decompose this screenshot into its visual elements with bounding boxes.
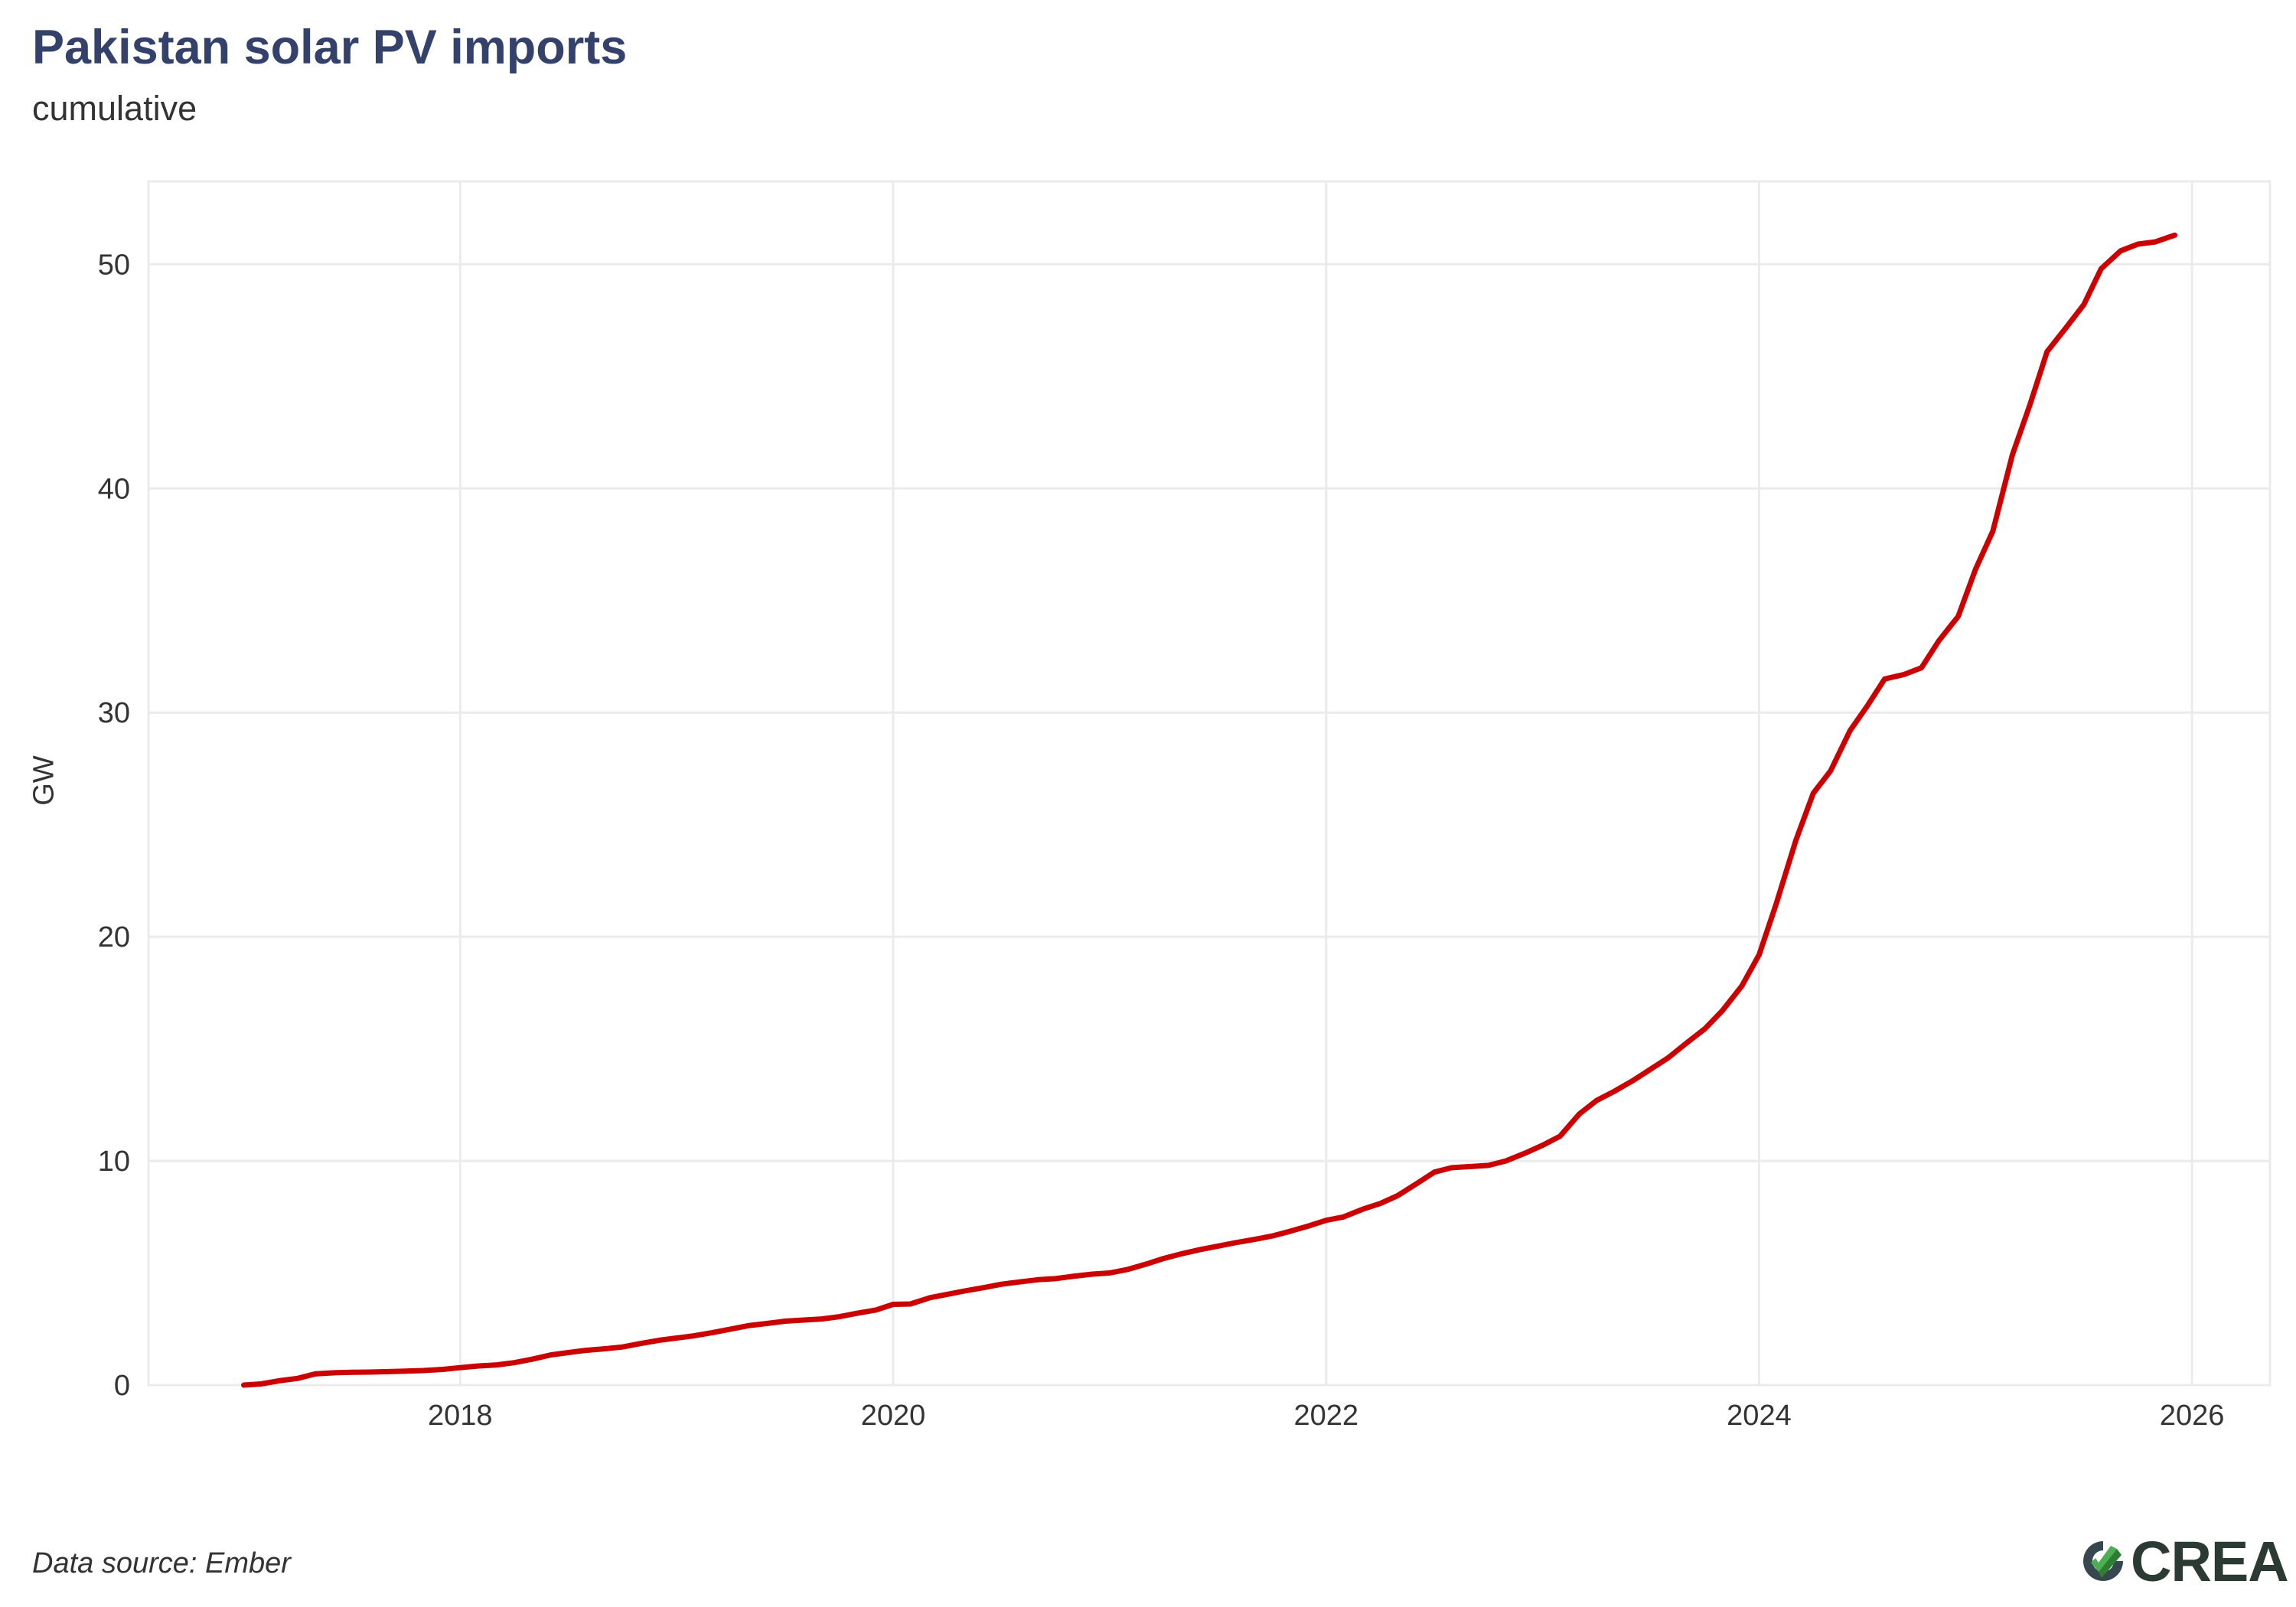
chart-subtitle: cumulative [32,89,197,128]
crea-logo: CREA [2080,1529,2289,1593]
series-line [241,232,2177,1388]
y-tick-labels: 0 10 20 30 40 50 [98,249,130,1402]
y-tick-label: 0 [114,1370,130,1402]
x-tick-label: 2020 [861,1400,926,1432]
x-tick-label: 2022 [1293,1400,1358,1432]
data-source-note: Data source: Ember [32,1547,291,1579]
x-tick-labels: 2018 2020 2022 2024 2026 [428,1400,2224,1432]
chart-title: Pakistan solar PV imports [32,21,628,74]
plot-panel [147,180,2272,1387]
y-tick-label: 20 [98,921,130,953]
grid-lines [148,181,2270,1387]
x-tick-label: 2026 [2160,1400,2225,1432]
crea-logo-icon [2083,1541,2123,1581]
y-tick-label: 50 [98,249,130,281]
y-tick-label: 40 [98,473,130,505]
crea-logo-text: CREA [2131,1529,2289,1593]
y-tick-label: 30 [98,697,130,729]
y-tick-label: 10 [98,1146,130,1178]
x-tick-label: 2018 [428,1400,493,1432]
series-lines [241,232,2177,1388]
x-tick-label: 2024 [1727,1400,1792,1432]
